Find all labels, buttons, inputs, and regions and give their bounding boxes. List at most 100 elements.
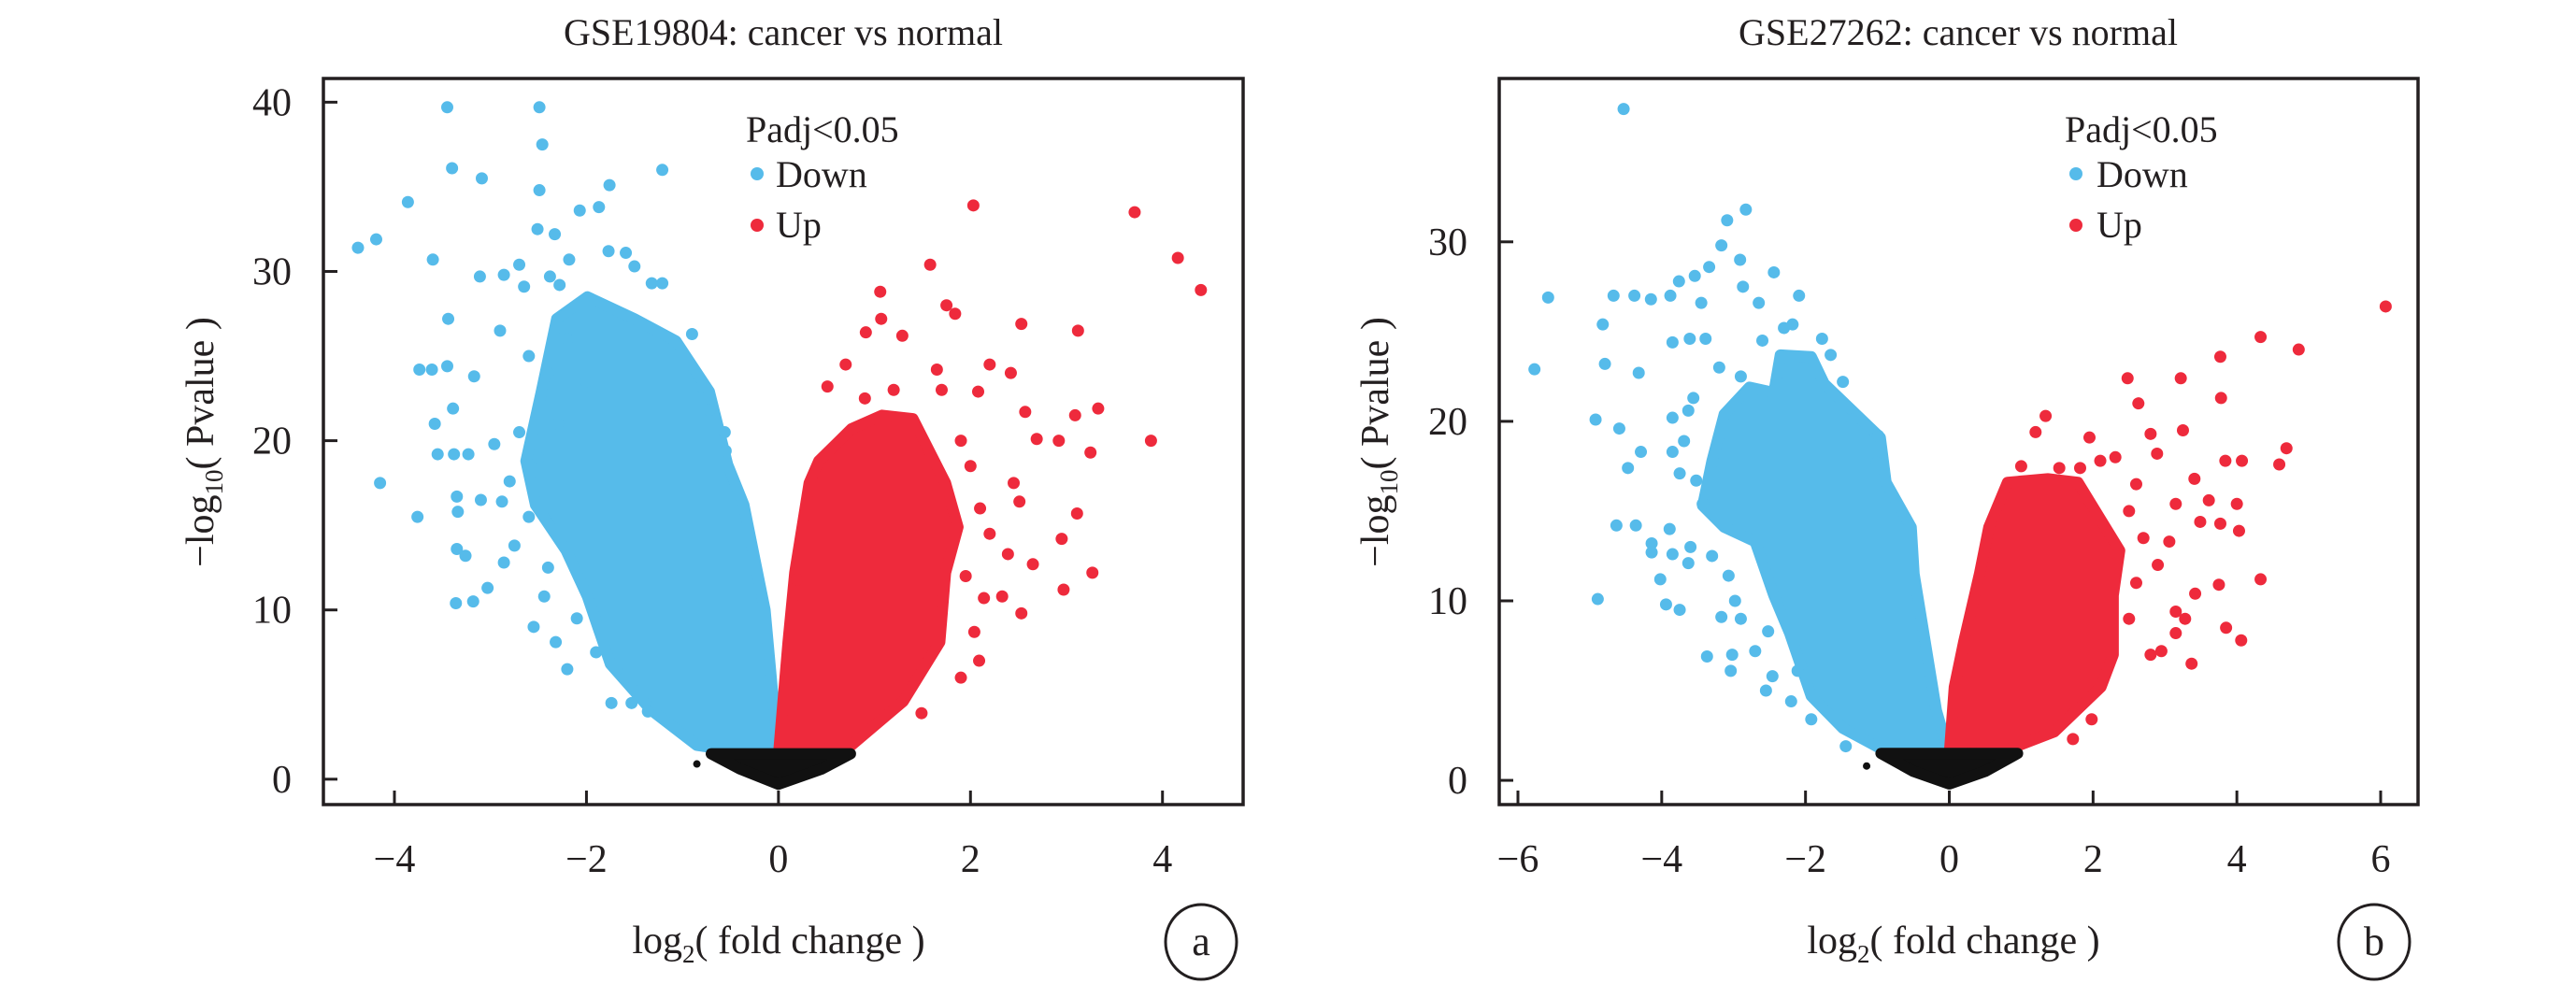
y-axis-label-rest: ( Pvalue )	[179, 317, 222, 469]
data-point-up	[974, 502, 987, 515]
data-point-down	[1706, 549, 1719, 563]
data-point-up	[859, 326, 872, 339]
data-point-down	[537, 590, 551, 603]
legend-title: Padj<0.05	[746, 108, 899, 150]
data-point-down	[1666, 548, 1679, 561]
data-point-down	[441, 360, 454, 373]
x-axis-label-sub: 2	[1857, 940, 1870, 968]
data-point-up	[2067, 733, 2080, 746]
y-axis-label-main: −log	[179, 494, 222, 566]
legend-title: Padj<0.05	[2065, 108, 2218, 150]
data-point-down	[447, 402, 460, 415]
x-tick-label: 0	[1939, 838, 1959, 881]
data-point-up	[978, 592, 991, 605]
data-point-up	[2220, 621, 2233, 635]
data-point-up	[2132, 397, 2145, 410]
data-point-down	[1644, 292, 1657, 306]
data-point-up	[2254, 573, 2268, 586]
data-point-up	[821, 380, 834, 393]
data-point-up	[887, 383, 900, 396]
data-point-down	[401, 195, 414, 208]
data-point-up	[2202, 493, 2215, 506]
dense-point-cloud-not-significant	[1875, 748, 2024, 790]
data-point-up	[923, 258, 937, 271]
data-point-up	[2219, 454, 2232, 467]
x-tick-label: −4	[374, 838, 416, 881]
data-point-down	[413, 364, 426, 377]
data-point-up	[959, 569, 972, 582]
data-point-down	[426, 253, 439, 266]
data-point-up	[954, 435, 967, 448]
data-point-down	[1700, 650, 1713, 663]
data-point-down	[580, 375, 593, 388]
data-point-up	[2188, 472, 2201, 485]
data-point-down	[1659, 598, 1672, 611]
data-point-down	[605, 696, 618, 709]
data-point-up	[2280, 442, 2293, 455]
data-point-down	[1687, 392, 1700, 405]
data-point-down	[718, 426, 731, 439]
data-point-down	[1739, 203, 1753, 216]
data-point-down	[1791, 664, 1804, 677]
data-point-up	[2082, 431, 2096, 444]
data-point-down	[563, 253, 576, 266]
y-axis-label-sub: 10	[1375, 469, 1403, 494]
data-point-down	[481, 581, 494, 594]
data-point-down	[1728, 594, 1741, 607]
data-point-down	[1759, 684, 1772, 697]
data-point-down	[411, 510, 424, 523]
data-point-up	[1092, 402, 1105, 415]
y-tick-label: 10	[252, 590, 292, 633]
x-tick-label: 2	[2083, 838, 2103, 881]
data-point-down	[1699, 333, 1712, 346]
data-point-down	[1617, 103, 1630, 116]
data-point-up	[972, 385, 985, 398]
data-point-up	[2230, 497, 2243, 510]
data-point-down	[531, 222, 544, 235]
data-point-down	[573, 204, 586, 217]
data-point-down	[518, 280, 531, 293]
data-point-down	[1664, 289, 1677, 302]
data-point-up	[1026, 558, 1039, 571]
y-tick-label: 20	[1428, 401, 1467, 444]
x-axis-label-sub: 2	[682, 940, 695, 968]
data-point-up	[1057, 583, 1070, 596]
data-point-down	[431, 448, 444, 461]
data-point-down	[1715, 239, 1728, 252]
data-point-down	[1839, 740, 1853, 753]
data-point-down	[466, 595, 479, 608]
data-point-down	[641, 705, 654, 718]
data-point-down	[1749, 645, 1762, 658]
series-not-significant	[693, 748, 856, 791]
data-point-down	[1766, 670, 1779, 683]
data-point-down	[1688, 269, 1701, 282]
panel-label: b	[2364, 919, 2384, 964]
data-point-down	[1871, 429, 1884, 442]
data-point-down	[561, 333, 574, 346]
data-point-down	[561, 663, 574, 676]
x-tick-label: 2	[961, 838, 980, 881]
chart-title: GSE19804: cancer vs normal	[564, 11, 1003, 53]
data-point-down	[1712, 361, 1725, 374]
data-point-up	[2176, 423, 2189, 436]
data-point-up	[839, 358, 852, 371]
data-point-down	[442, 312, 455, 325]
panel-b: GSE27262: cancer vs normal −6 −4 −2 0 2 4 6 0 10…	[1354, 11, 2420, 981]
data-point-down	[532, 451, 545, 464]
legend-marker-down	[751, 167, 764, 180]
data-point-down	[1734, 370, 1747, 383]
data-point-down	[543, 270, 556, 283]
data-point-down	[1837, 376, 1850, 389]
data-point-up	[2169, 606, 2182, 619]
series-down	[1528, 103, 1955, 762]
data-point-up	[2137, 532, 2150, 545]
data-point-down	[351, 241, 365, 254]
data-point-down	[508, 539, 521, 552]
chart-title: GSE27262: cancer vs normal	[1739, 11, 2178, 53]
data-point-up	[2169, 497, 2182, 510]
data-point-down	[551, 417, 565, 430]
data-point-down	[522, 349, 536, 363]
data-point-up	[2214, 392, 2227, 405]
data-point-down	[513, 426, 526, 439]
